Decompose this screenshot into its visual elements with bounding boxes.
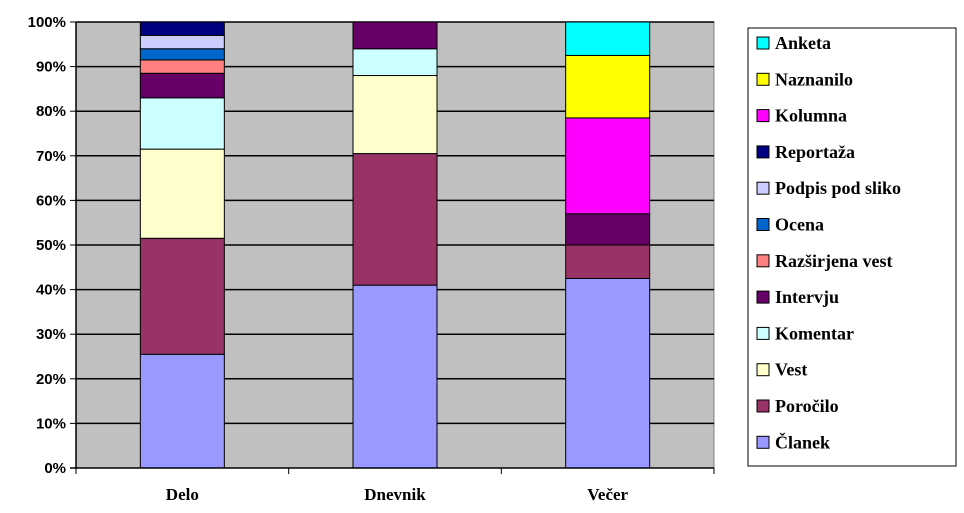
y-tick-label: 90% xyxy=(36,59,66,76)
y-tick-label: 70% xyxy=(36,148,66,165)
bar-segment xyxy=(139,353,225,469)
bar-segment xyxy=(565,244,651,279)
bar-segment xyxy=(352,75,438,155)
legend-swatch xyxy=(756,363,770,377)
legend-label: Poročilo xyxy=(775,396,839,416)
legend-label: Reportaža xyxy=(775,142,855,162)
legend-label: Naznanilo xyxy=(775,69,853,89)
y-tick-label: 60% xyxy=(36,192,66,209)
x-category-label: Delo xyxy=(166,485,199,504)
legend-box xyxy=(747,27,957,467)
legend-swatch xyxy=(756,290,770,304)
x-category-label: Večer xyxy=(587,485,628,504)
bar-segment xyxy=(352,48,438,77)
legend-label: Podpis pod sliko xyxy=(775,178,901,198)
legend-label: Kolumna xyxy=(775,106,847,126)
bar-segment xyxy=(565,277,651,469)
bar-segment xyxy=(139,21,225,36)
bar-segment xyxy=(139,34,225,50)
legend-swatch xyxy=(756,36,770,50)
bar-segment xyxy=(352,153,438,286)
legend-swatch xyxy=(756,435,770,449)
bar-segment xyxy=(139,97,225,150)
x-category-label: Dnevnik xyxy=(364,485,426,504)
bar-segment xyxy=(565,213,651,246)
y-tick-label: 20% xyxy=(36,371,66,388)
y-tick-label: 30% xyxy=(36,326,66,343)
legend-swatch xyxy=(756,181,770,195)
legend-label: Ocena xyxy=(775,215,824,235)
bar-segment xyxy=(139,59,225,74)
legend-swatch xyxy=(756,145,770,159)
legend-swatch xyxy=(756,218,770,231)
legend-swatch xyxy=(756,109,770,123)
legend-swatch xyxy=(756,72,770,86)
legend-label: Anketa xyxy=(775,33,831,53)
bar-segment xyxy=(352,21,438,50)
bar-segment xyxy=(352,284,438,469)
y-tick-labels: 0% 10% 20% 30% 40% 50% 60% 70% 80% 90% 100% xyxy=(28,14,66,477)
bar-segment xyxy=(139,237,225,355)
y-tick-label: 0% xyxy=(44,460,66,477)
bar-segment xyxy=(565,21,651,56)
y-tick-label: 40% xyxy=(36,282,66,299)
legend-label: Komentar xyxy=(775,323,854,343)
legend-swatch xyxy=(756,326,770,340)
axes xyxy=(70,21,715,474)
y-tick-label: 50% xyxy=(36,237,66,254)
bars xyxy=(139,21,651,469)
bar-segment xyxy=(565,117,651,215)
x-category-labels: Delo Dnevnik Večer xyxy=(166,485,629,504)
legend-swatch xyxy=(756,399,770,413)
legend-label: Razširjena vest xyxy=(775,251,892,271)
bar-segment xyxy=(139,72,225,99)
y-tick-label: 80% xyxy=(36,103,66,120)
legend: Anketa Naznanilo Kolumna Reportaža Podpis po… xyxy=(747,27,957,467)
legend-swatch xyxy=(756,254,770,268)
legend-label: Intervju xyxy=(775,287,839,307)
y-tick-label: 100% xyxy=(28,14,66,31)
bar-segment xyxy=(139,48,225,61)
legend-label: Vest xyxy=(775,360,807,380)
y-tick-label: 10% xyxy=(36,415,66,432)
bar-segment xyxy=(565,54,651,119)
bar-segment xyxy=(139,148,225,239)
legend-label: Članek xyxy=(775,431,830,452)
